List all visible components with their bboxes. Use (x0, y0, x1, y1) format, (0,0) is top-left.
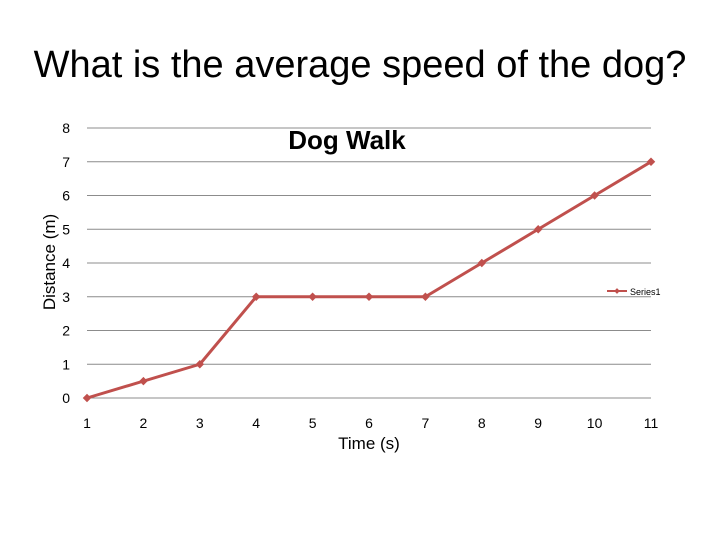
gridlines (87, 127, 651, 399)
x-tick-label: 10 (587, 415, 603, 431)
data-point (82, 393, 92, 403)
y-tick-label: 7 (62, 154, 70, 170)
x-tick-label: 7 (422, 415, 430, 431)
x-tick-label: 4 (252, 415, 260, 431)
slide-title: What is the average speed of the dog? (33, 44, 687, 86)
y-tick-label: 2 (62, 323, 70, 339)
x-axis-ticks: 1 2 3 4 5 6 7 8 9 10 11 (83, 415, 658, 431)
y-tick-label: 5 (62, 221, 70, 237)
data-point (308, 292, 317, 301)
x-tick-label: 9 (534, 415, 542, 431)
series-layer (82, 157, 656, 403)
x-tick-label: 8 (478, 415, 486, 431)
series-line-0 (86, 160, 652, 400)
y-tick-label: 1 (62, 356, 70, 372)
x-tick-label: 5 (309, 415, 317, 431)
x-tick-label: 11 (644, 415, 659, 431)
legend-marker (614, 288, 620, 294)
y-tick-label: 3 (62, 289, 70, 305)
chart-title: Dog Walk (288, 125, 406, 155)
x-tick-label: 2 (140, 415, 148, 431)
x-axis-label: Time (s) (338, 434, 400, 453)
x-tick-label: 3 (196, 415, 204, 431)
data-point (477, 258, 487, 268)
y-axis-ticks: 0 1 2 3 4 5 6 7 8 (62, 120, 70, 406)
y-tick-label: 6 (62, 188, 70, 204)
x-tick-label: 6 (365, 415, 373, 431)
data-point (139, 376, 148, 386)
data-point (364, 292, 374, 301)
data-point (421, 292, 430, 301)
x-tick-label: 1 (83, 415, 91, 431)
y-tick-label: 4 (62, 255, 70, 271)
data-point (195, 360, 205, 369)
y-tick-label: 0 (62, 390, 70, 406)
y-tick-label: 8 (62, 120, 70, 136)
legend-label-series1: Series1 (630, 287, 661, 297)
legend: Series1 (607, 287, 661, 297)
y-axis-label: Distance (m) (40, 214, 59, 310)
